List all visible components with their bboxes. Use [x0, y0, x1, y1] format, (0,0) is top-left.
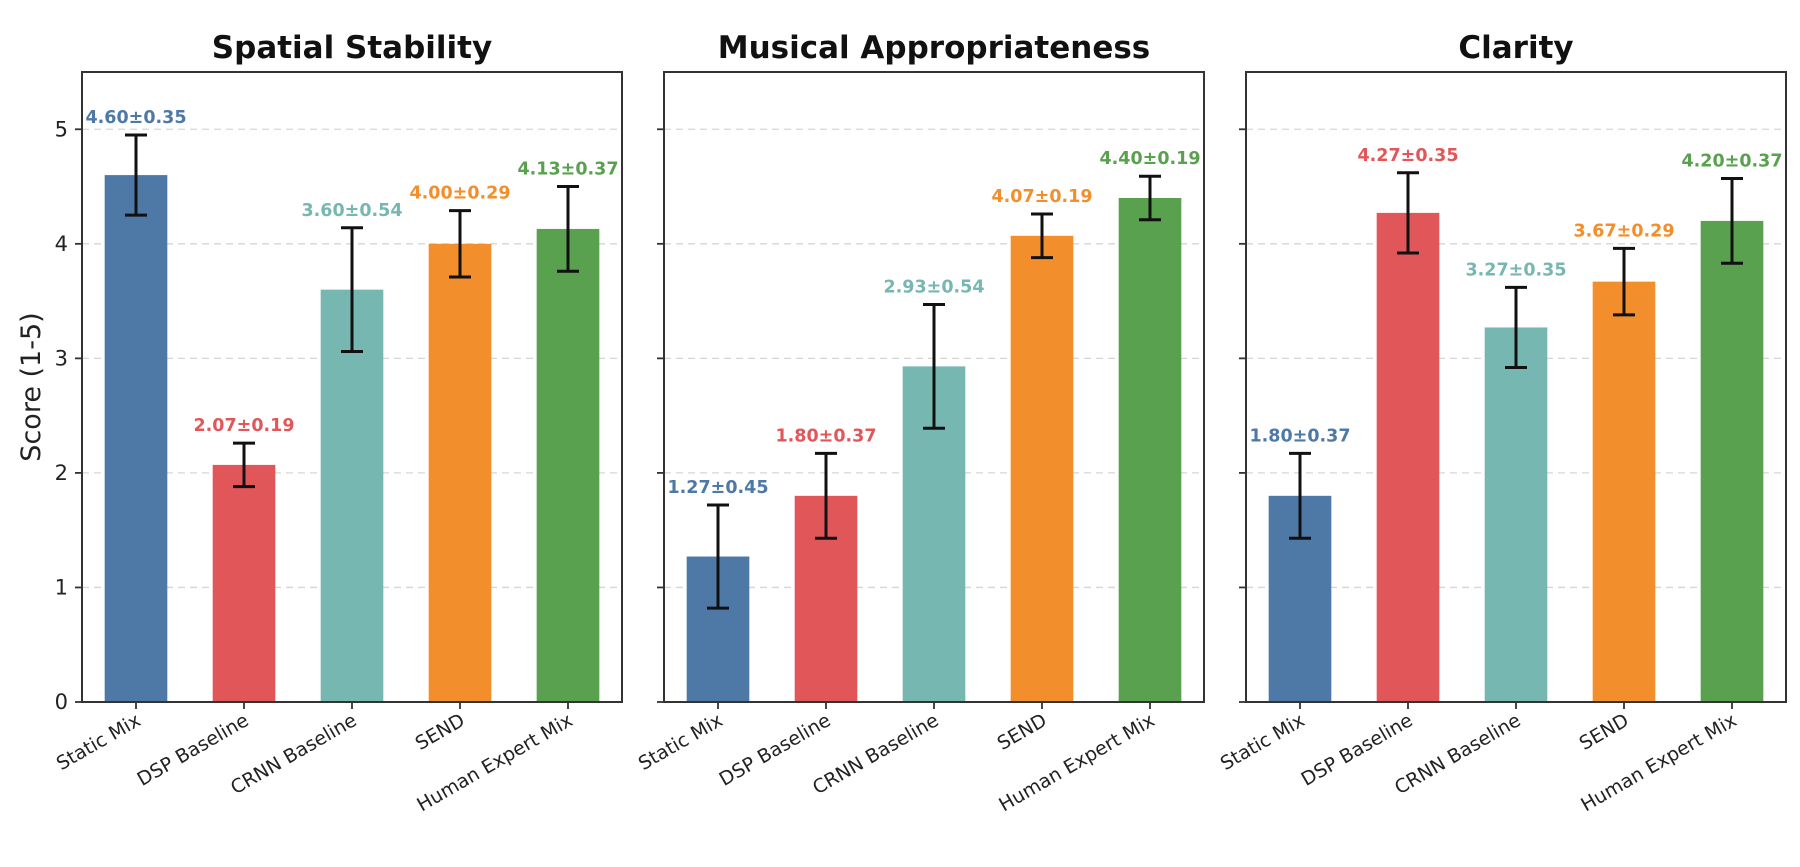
data-label: 2.93±0.54 [883, 278, 984, 298]
y-tick-label: 1 [55, 575, 68, 599]
x-tick-label: Static Mix [53, 709, 145, 775]
panel-frame-1 [81, 71, 623, 703]
bar-3-3 [1484, 327, 1548, 702]
y-tick-label: 3 [55, 346, 68, 370]
data-label: 4.20±0.37 [1681, 152, 1782, 172]
bar-2-5 [1118, 198, 1182, 702]
bar-1-3 [320, 289, 384, 702]
panel-title-1: Spatial Stability [212, 30, 492, 66]
bar-1-2 [212, 464, 276, 702]
data-label: 3.60±0.54 [301, 201, 402, 221]
data-label: 1.27±0.45 [667, 478, 768, 498]
data-label: 3.67±0.29 [1573, 221, 1674, 241]
bar-1-5 [536, 228, 600, 702]
x-tick-label: SEND [994, 709, 1051, 755]
panel-frame-2 [663, 71, 1205, 703]
bar-2-4 [1010, 235, 1074, 703]
x-tick-label: Static Mix [635, 709, 727, 775]
y-tick-label: 2 [55, 461, 68, 485]
bar-3-2 [1376, 212, 1440, 702]
y-tick-label: 0 [55, 690, 68, 714]
bar-3-4 [1592, 281, 1656, 702]
data-label: 4.40±0.19 [1099, 149, 1200, 169]
x-tick-label: SEND [412, 709, 469, 755]
data-label: 4.13±0.37 [517, 160, 618, 180]
data-label: 2.07±0.19 [193, 416, 294, 436]
data-label: 3.27±0.35 [1465, 260, 1566, 280]
data-label: 4.27±0.35 [1357, 146, 1458, 166]
y-tick-label: 4 [55, 232, 68, 256]
panel-title-2: Musical Appropriateness [718, 30, 1151, 66]
data-label: 4.00±0.29 [409, 184, 510, 204]
data-label: 4.60±0.35 [85, 108, 186, 128]
bar-1-1 [104, 175, 168, 702]
bar-1-4 [428, 243, 492, 702]
data-label: 4.07±0.19 [991, 187, 1092, 207]
data-label: 1.80±0.37 [775, 426, 876, 446]
y-tick-label: 5 [55, 117, 68, 141]
panel-frame-3 [1245, 71, 1787, 703]
y-axis-label: Score (1-5) [16, 312, 47, 461]
panel-title-3: Clarity [1458, 30, 1573, 66]
x-tick-label: Static Mix [1217, 709, 1309, 775]
x-tick-label: SEND [1576, 709, 1633, 755]
bar-3-5 [1700, 220, 1764, 702]
data-label: 1.80±0.37 [1249, 426, 1350, 446]
